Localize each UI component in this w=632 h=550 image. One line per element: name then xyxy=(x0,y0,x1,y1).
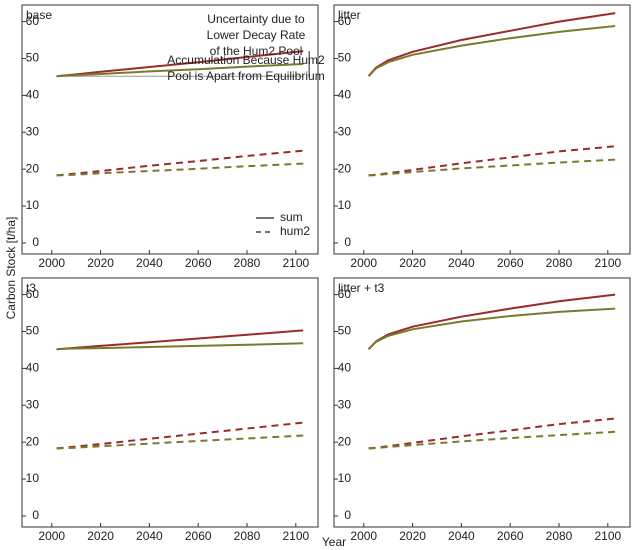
panel-title: litter + t3 xyxy=(338,281,385,295)
panel-frame xyxy=(21,277,319,528)
y-tick-label: 20 xyxy=(338,161,352,175)
y-tick-label: 50 xyxy=(338,324,352,338)
y-tick-label: 60 xyxy=(338,287,352,301)
panel-title: litter xyxy=(338,8,361,22)
x-tick-label: 2100 xyxy=(282,529,309,543)
y-tick-label: 50 xyxy=(26,324,40,338)
annotation-line: Uncertainty due to xyxy=(207,12,305,26)
series-line xyxy=(367,12,616,77)
legend-label: hum2 xyxy=(280,224,310,238)
y-tick-label: 20 xyxy=(338,434,352,448)
y-tick-label: 0 xyxy=(344,508,351,522)
y-tick-label: 20 xyxy=(26,161,40,175)
panel-frame xyxy=(21,4,319,255)
x-tick-label: 2060 xyxy=(185,256,212,270)
x-tick-label: 2080 xyxy=(546,529,573,543)
x-tick-label: 2100 xyxy=(594,529,621,543)
annotation-line: Pool is Apart from Equilibrium xyxy=(167,69,324,83)
series-line xyxy=(56,149,304,177)
x-tick-label: 2020 xyxy=(399,529,426,543)
x-tick-label: 2060 xyxy=(497,529,524,543)
y-tick-label: 30 xyxy=(338,124,352,138)
x-tick-label: 2080 xyxy=(234,256,261,270)
y-tick-label: 40 xyxy=(26,88,40,102)
annotation: Accumulation Because Hum2 Pool is Apart f… xyxy=(167,53,325,83)
x-tick-label: 2100 xyxy=(282,256,309,270)
y-tick-label: 0 xyxy=(32,508,39,522)
x-tick-label: 2000 xyxy=(38,529,65,543)
x-tick-label: 2040 xyxy=(448,529,475,543)
series-line xyxy=(56,63,304,78)
y-tick-label: 40 xyxy=(338,88,352,102)
annotation-line: Accumulation Because Hum2 xyxy=(167,53,325,67)
x-tick-label: 2040 xyxy=(136,529,163,543)
y-tick-label: 10 xyxy=(26,198,40,212)
series-line xyxy=(368,158,616,177)
x-tick-label: 2080 xyxy=(546,256,573,270)
panel-title: base xyxy=(26,8,52,22)
series-line xyxy=(56,342,304,351)
series-line xyxy=(368,430,616,450)
series-line xyxy=(56,421,304,450)
x-tick-label: 2060 xyxy=(497,256,524,270)
series-line xyxy=(367,307,616,350)
series-line xyxy=(368,145,616,177)
annotation-line: of the Hum2 Pool xyxy=(210,44,303,58)
y-tick-label: 20 xyxy=(26,434,40,448)
x-tick-label: 2080 xyxy=(234,529,261,543)
y-tick-label: 40 xyxy=(338,361,352,375)
y-tick-label: 10 xyxy=(338,471,352,485)
series-line xyxy=(56,434,304,450)
x-axis-label: Year xyxy=(322,535,346,549)
annotation: Uncertainty due to Lower Decay Rate of the… xyxy=(207,12,306,58)
y-tick-label: 10 xyxy=(338,198,352,212)
y-tick-label: 50 xyxy=(26,51,40,65)
x-tick-label: 2000 xyxy=(350,256,377,270)
x-tick-label: 2000 xyxy=(38,256,65,270)
y-tick-label: 60 xyxy=(26,14,40,28)
y-tick-label: 30 xyxy=(26,124,40,138)
x-tick-label: 2020 xyxy=(87,256,114,270)
y-tick-label: 60 xyxy=(26,287,40,301)
x-tick-label: 2100 xyxy=(594,256,621,270)
series-line xyxy=(56,162,304,177)
y-tick-label: 40 xyxy=(26,361,40,375)
y-tick-label: 30 xyxy=(26,397,40,411)
series-line xyxy=(368,417,616,450)
panel-frame xyxy=(333,277,631,528)
y-tick-label: 10 xyxy=(26,471,40,485)
x-tick-label: 2020 xyxy=(399,256,426,270)
y-tick-label: 0 xyxy=(32,235,39,249)
x-tick-label: 2000 xyxy=(350,529,377,543)
x-tick-label: 2040 xyxy=(136,256,163,270)
panel-title: t3 xyxy=(26,281,36,295)
series-line xyxy=(367,293,616,350)
series-line xyxy=(367,25,616,77)
annotation-line: Lower Decay Rate xyxy=(207,28,306,42)
panel-frame xyxy=(333,4,631,255)
y-tick-label: 50 xyxy=(338,51,352,65)
y-tick-label: 30 xyxy=(338,397,352,411)
x-tick-label: 2040 xyxy=(448,256,475,270)
y-tick-label: 0 xyxy=(344,235,351,249)
x-tick-label: 2060 xyxy=(185,529,212,543)
x-tick-label: 2020 xyxy=(87,529,114,543)
legend-label: sum xyxy=(280,210,303,224)
y-tick-label: 60 xyxy=(338,14,352,28)
y-axis-label: Carbon Stock [t/ha] xyxy=(4,217,18,320)
